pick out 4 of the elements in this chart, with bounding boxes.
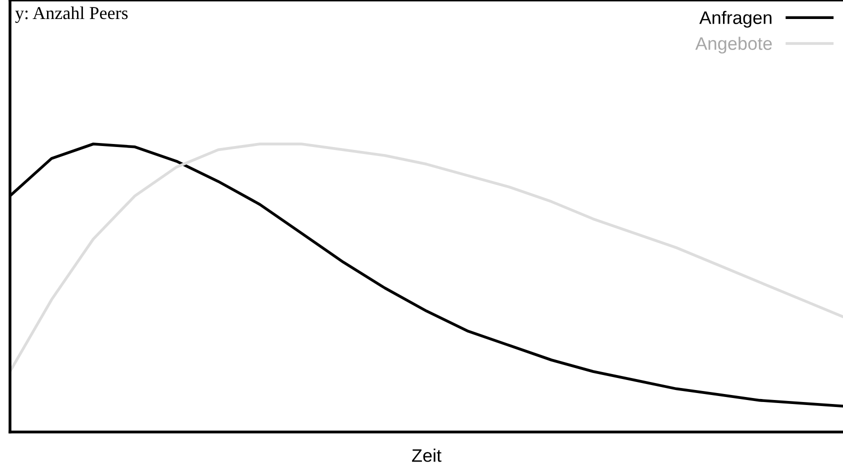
legend-label: Anfragen <box>699 10 772 28</box>
legend-label: Angebote <box>695 36 772 54</box>
x-axis-title: Zeit <box>412 448 442 462</box>
text: y: Anzahl Peers <box>15 6 128 23</box>
